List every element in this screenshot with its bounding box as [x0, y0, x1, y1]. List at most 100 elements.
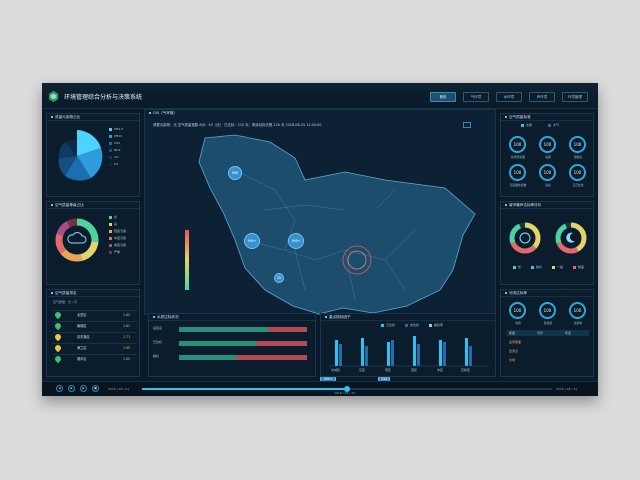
aqi-level-legend: 优 良 轻度污染 中度污染 重度污染 严重	[109, 214, 126, 256]
location-pin-icon	[53, 310, 63, 320]
panel-title: 水质达标状况	[149, 314, 315, 321]
legend-item: 中度污染	[109, 235, 126, 242]
air-standard-panel: 空气质量标准 水质 大气 100 100 100 化学需氧量 总磷 溶解氧 10…	[500, 113, 594, 197]
top-bar: 环境管理综合分析与决策系统 首页 气环境 水环境 声环境 环境管理	[42, 83, 598, 109]
legend-item: CO	[109, 154, 123, 161]
table-header: 断面	[509, 331, 516, 335]
legend-item: PM2.5	[109, 126, 123, 133]
aqi-ranking-panel: 空气质量排名 空气质量：日 / 月 北堂区 1.80 南城区 1.82 京东新区…	[46, 289, 140, 377]
district-name: 京东新区	[77, 335, 90, 339]
gauge-label: 五日生化	[572, 183, 584, 187]
bar-tick-label: 高新区	[461, 368, 471, 372]
tab-home[interactable]: 首页	[430, 92, 456, 102]
aqi-level-panel: 空气质量等级占比 优 良 轻度污染 中度污染 重度污染 严重	[46, 201, 140, 285]
app-title: 环境管理综合分析与决策系统	[64, 94, 143, 101]
legend-item: 轻度污染	[109, 228, 126, 235]
map-marker[interactable]: 999+	[288, 233, 304, 249]
panel-title: GIS（气环境）	[145, 110, 495, 117]
tab-management[interactable]: 环境管理	[562, 92, 588, 102]
gauge: 100	[569, 164, 586, 181]
gauge: 100	[539, 136, 556, 153]
table-row[interactable]: 城中区 1.65	[53, 354, 137, 364]
table-cell: 水域	[509, 358, 516, 362]
legend-item: 优	[109, 214, 126, 221]
key-indicator-panel: 重点指标因子 已达标 未达标 超标率 北城区 东区 南区 西区 中区 高新区	[320, 313, 496, 377]
legend-item: 一般	[552, 264, 563, 271]
rewind-icon[interactable]: ◀	[56, 385, 63, 392]
gauge: 100	[539, 302, 556, 319]
panel-title: 空气质量标准	[501, 114, 593, 121]
indicator-bar-chart	[329, 336, 489, 367]
main-tabs: 首页 气环境 水环境 声环境 环境管理	[430, 92, 588, 102]
table-row[interactable]: 京东新区 1.71	[53, 332, 137, 342]
bar-tick-label: 东区	[359, 368, 366, 372]
gis-map-panel[interactable]: GIS（气环境） 首要污染物：无 空气质量指数 AQI：45（优） 已达标：21…	[144, 109, 496, 315]
table-header-bar	[507, 330, 589, 336]
legend-item: NO2	[109, 147, 123, 154]
table-header: 年度	[565, 331, 572, 335]
legend-item: 水质	[521, 122, 532, 129]
district-value: 1.82	[123, 324, 131, 328]
gauge-label: 总磷	[545, 155, 551, 159]
legend-item: 超标率	[429, 322, 443, 329]
timeline-end: 2018 / 08 / 31	[556, 387, 578, 391]
pollutant-ratio-panel: 质量污染物占比 PM2.5 PM10 SO2 NO2 CO O3	[46, 113, 140, 197]
district-name: 海兰区	[77, 346, 87, 350]
tab-noise[interactable]: 声环境	[529, 92, 555, 102]
water-bar	[179, 327, 307, 332]
play-icon[interactable]: ▶	[68, 385, 75, 392]
district-value: 1.80	[123, 313, 131, 317]
tab-air[interactable]: 气环境	[463, 92, 489, 102]
gauge: 100	[509, 302, 526, 319]
water-bar	[179, 355, 307, 360]
table-header: 月份	[537, 331, 544, 335]
gauge-label: 化学需氧量	[511, 155, 525, 159]
gauge: 100	[569, 136, 586, 153]
row-label: 县区名	[153, 326, 163, 330]
legend-item: 大气	[548, 122, 559, 129]
timeline-current: 2018 / 08 / 15	[334, 391, 356, 395]
legend-item: 良	[109, 221, 126, 228]
gauge-label: 水质	[515, 321, 521, 325]
legend-item: SO2	[109, 140, 123, 147]
aqi-donut-chart	[55, 218, 99, 262]
stop-icon[interactable]: ■	[92, 385, 99, 392]
timeline-bar: ◀ ▶ ▶ ■ 2018 / 08 / 01 2018 / 08 / 15 20…	[42, 381, 598, 396]
panel-title: 空气质量等级占比	[47, 202, 139, 209]
map-marker[interactable]: 666	[228, 166, 242, 180]
map-marker[interactable]: 999+	[244, 233, 260, 249]
legend-item: 未达标	[405, 322, 419, 329]
bar-tick-label: 北城区	[331, 368, 341, 372]
panel-title: 城市噪声达标率评价	[501, 202, 593, 209]
forward-icon[interactable]: ▶	[80, 385, 87, 392]
pollutant-legend: PM2.5 PM10 SO2 NO2 CO O3	[109, 126, 123, 168]
map-marker[interactable]: 45	[274, 273, 284, 283]
gauge: 100	[539, 164, 556, 181]
row-label: 已达标	[153, 340, 163, 344]
timeline-start: 2018 / 08 / 01	[108, 387, 130, 391]
district-name: 南城区	[77, 324, 87, 328]
timeline-handle[interactable]	[344, 386, 350, 392]
pollutant-pie-chart	[58, 130, 103, 181]
location-pin-icon	[53, 332, 63, 342]
district-name: 北堂区	[77, 313, 87, 317]
bar-tick-label: 西区	[411, 368, 418, 372]
standard-legend: 水质 大气	[521, 122, 559, 129]
legend-item: 较好	[531, 264, 542, 271]
gauge-label: 氨氮	[545, 183, 551, 187]
noise-evaluation-panel: 城市噪声达标率评价 优 较好 一般 较差	[500, 201, 594, 285]
gauge: 100	[509, 164, 526, 181]
app-logo-icon	[48, 91, 59, 102]
table-row[interactable]: 南城区 1.82	[53, 321, 137, 331]
legend-item: 严重	[109, 249, 126, 256]
tab-water[interactable]: 水环境	[496, 92, 522, 102]
table-row[interactable]: 海兰区 1.95	[53, 343, 137, 353]
map-fullscreen-icon[interactable]	[463, 122, 471, 128]
row-label: 超标	[153, 354, 160, 358]
gauge-label: 溶解氧	[573, 155, 583, 159]
table-row[interactable]: 北堂区 1.80	[53, 310, 137, 320]
gauge-label: 目标值	[543, 321, 553, 325]
noise-donut-charts	[509, 222, 587, 254]
table-cell: 监测点	[509, 349, 519, 353]
bar-legend: 已达标 未达标 超标率	[381, 322, 443, 329]
